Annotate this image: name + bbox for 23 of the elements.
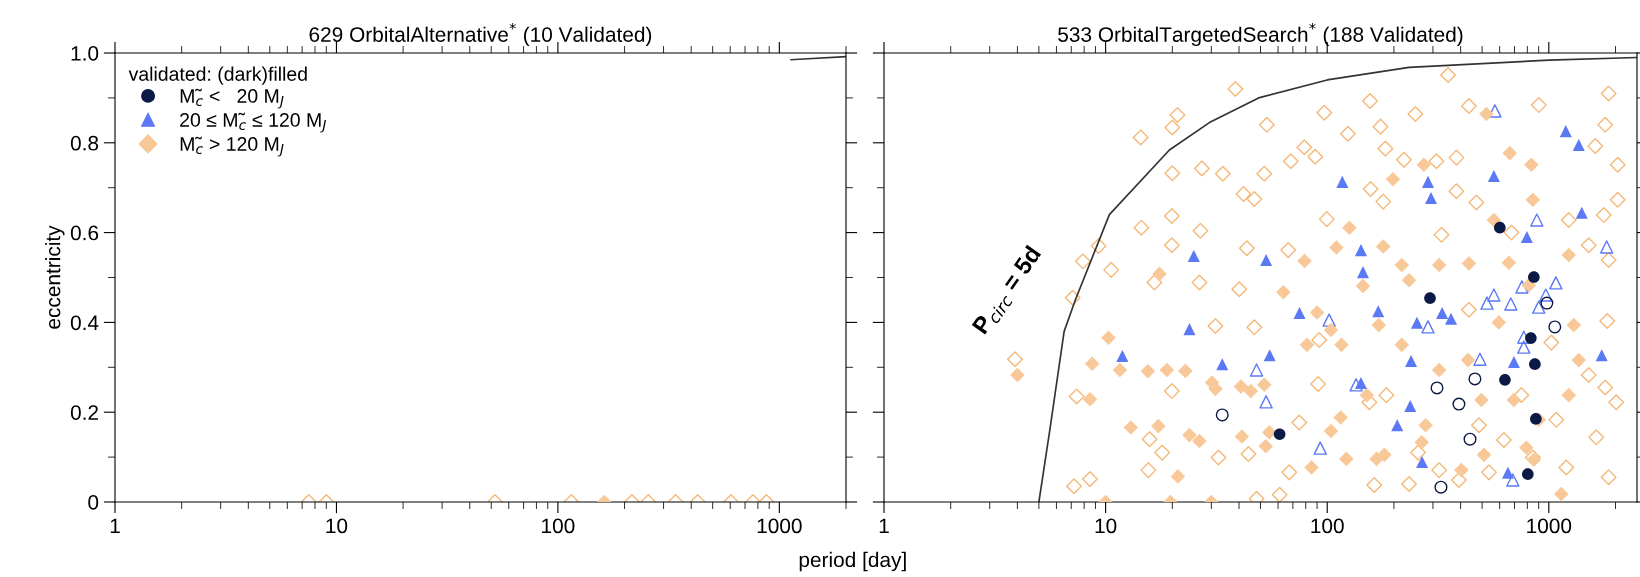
x-tick-label: 10: [1095, 518, 1117, 534]
x-axis-title: period [day]: [799, 551, 906, 572]
y-axis-title: eccentricity: [45, 225, 65, 329]
x-tick-label: 1: [879, 518, 889, 534]
chart-title: 533 OrbitalTargetedSearch$^{*}$ (188 Validated): [1058, 22, 1463, 47]
legend-label: M̃$_{c}$ > 120 M$_{J}$: [180, 136, 284, 157]
y-tick-label: 0.8: [70, 135, 99, 151]
x-tick-label: 10: [326, 518, 348, 534]
x-tick-label: 1000: [1527, 518, 1572, 534]
chart-title: 629 OrbitalAlternative$^{*}$ (10 Validated): [309, 22, 652, 47]
text: P$_{circ}$ = 5d: [971, 244, 1045, 337]
legend-label: M̃$_{c}$ < 20 M$_{J}$: [180, 88, 284, 109]
y-tick-label: 0.2: [70, 405, 98, 420]
y-tick-label: 0: [88, 495, 99, 510]
x-tick-label: 100: [542, 518, 575, 534]
y-tick-label: 1.0: [71, 46, 99, 61]
legend-label: 20 ≤ M̃$_{c}$ ≤ 120 M$_{J}$: [180, 112, 326, 133]
x-tick-label: 1000: [757, 518, 802, 534]
x-tick-label: 1: [110, 518, 120, 534]
legend-title: validated: (dark)filled: [128, 66, 307, 85]
x-tick-label: 100: [1311, 518, 1344, 534]
y-tick-label: 0.6: [70, 225, 99, 241]
y-tick-label: 0.4: [70, 315, 99, 331]
